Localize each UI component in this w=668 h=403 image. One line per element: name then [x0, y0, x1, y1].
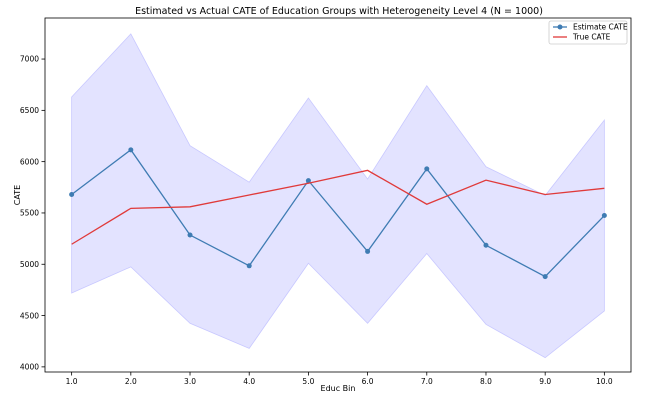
chart-title: Estimated vs Actual CATE of Education Gr… [135, 6, 543, 17]
y-tick-label: 5500 [20, 209, 39, 218]
confidence-band-layer [71, 33, 605, 359]
x-tick-label: 1.0 [66, 377, 78, 386]
data-point-estimate-cate [187, 232, 193, 238]
legend-box [548, 20, 628, 45]
y-axis-label: CATE [13, 185, 22, 205]
data-point-estimate-cate [542, 274, 548, 280]
data-point-estimate-cate [305, 178, 311, 184]
x-tick-label: 6.0 [362, 377, 374, 386]
data-point-estimate-cate [365, 248, 371, 254]
legend-label-estimate-cate: Estimate CATE [573, 23, 628, 32]
data-point-estimate-cate [69, 191, 75, 197]
y-tick-label: 6500 [20, 106, 39, 115]
x-tick-label: 10.0 [596, 377, 613, 386]
data-point-estimate-cate [424, 166, 430, 172]
y-tick-label: 6000 [20, 157, 39, 166]
y-tick-label: 5000 [20, 260, 39, 269]
legend-label-true-cate: True CATE [572, 33, 611, 42]
data-point-estimate-cate [601, 213, 607, 219]
y-tick-label: 4500 [20, 311, 39, 320]
x-tick-label: 8.0 [480, 377, 492, 386]
x-tick-label: 7.0 [421, 377, 433, 386]
series-layer [69, 147, 607, 280]
data-point-estimate-cate [483, 242, 489, 248]
x-tick-label: 9.0 [539, 377, 551, 386]
plot-frame [44, 17, 632, 373]
x-axis: 1.0 2.0 3.0 4.0 5.0 6.0 7.0 8.0 9.0 10.0 [66, 372, 613, 386]
legend-marker-estimate-cate [557, 24, 563, 30]
x-tick-label: 4.0 [243, 377, 255, 386]
y-tick-label: 7000 [20, 55, 39, 64]
x-tick-label: 3.0 [184, 377, 196, 386]
data-point-estimate-cate [128, 147, 134, 153]
confidence-band [71, 33, 605, 359]
data-point-estimate-cate [246, 263, 252, 269]
series-line-estimate-cate [71, 148, 605, 278]
x-axis-label: Educ Bin [321, 384, 356, 393]
series-line-true-cate [71, 169, 605, 245]
x-tick-label: 5.0 [302, 377, 314, 386]
y-axis: 4000 4500 5000 5500 6000 6500 7000 [20, 55, 45, 372]
x-tick-label: 2.0 [125, 377, 137, 386]
y-tick-label: 4000 [20, 363, 39, 372]
